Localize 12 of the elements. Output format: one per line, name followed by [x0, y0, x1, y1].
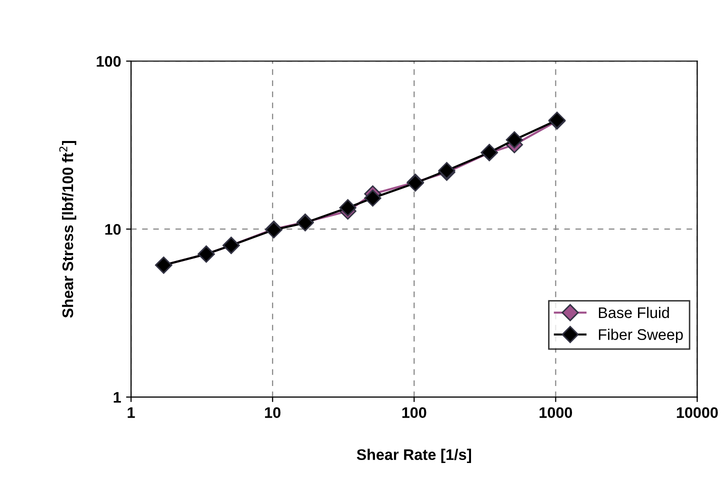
legend-label: Base Fluid: [598, 306, 669, 318]
y-axis-title: Shear Stress [lbf/100 ft$^{2}$]: [59, 140, 76, 318]
y-tick-label: 1: [114, 392, 121, 403]
x-tick-label: 1: [128, 407, 135, 418]
x-tick-label: 1000: [540, 407, 572, 418]
x-tick-label: 10: [265, 407, 280, 418]
x-tick-label: 10000: [676, 407, 718, 418]
legend-label: Fiber Sweep: [598, 328, 683, 344]
y-tick-label: 100: [96, 56, 121, 67]
x-axis-title: Shear Rate [1/s]: [356, 448, 472, 464]
x-tick-label: 100: [402, 407, 426, 418]
y-tick-label: 10: [105, 224, 121, 235]
